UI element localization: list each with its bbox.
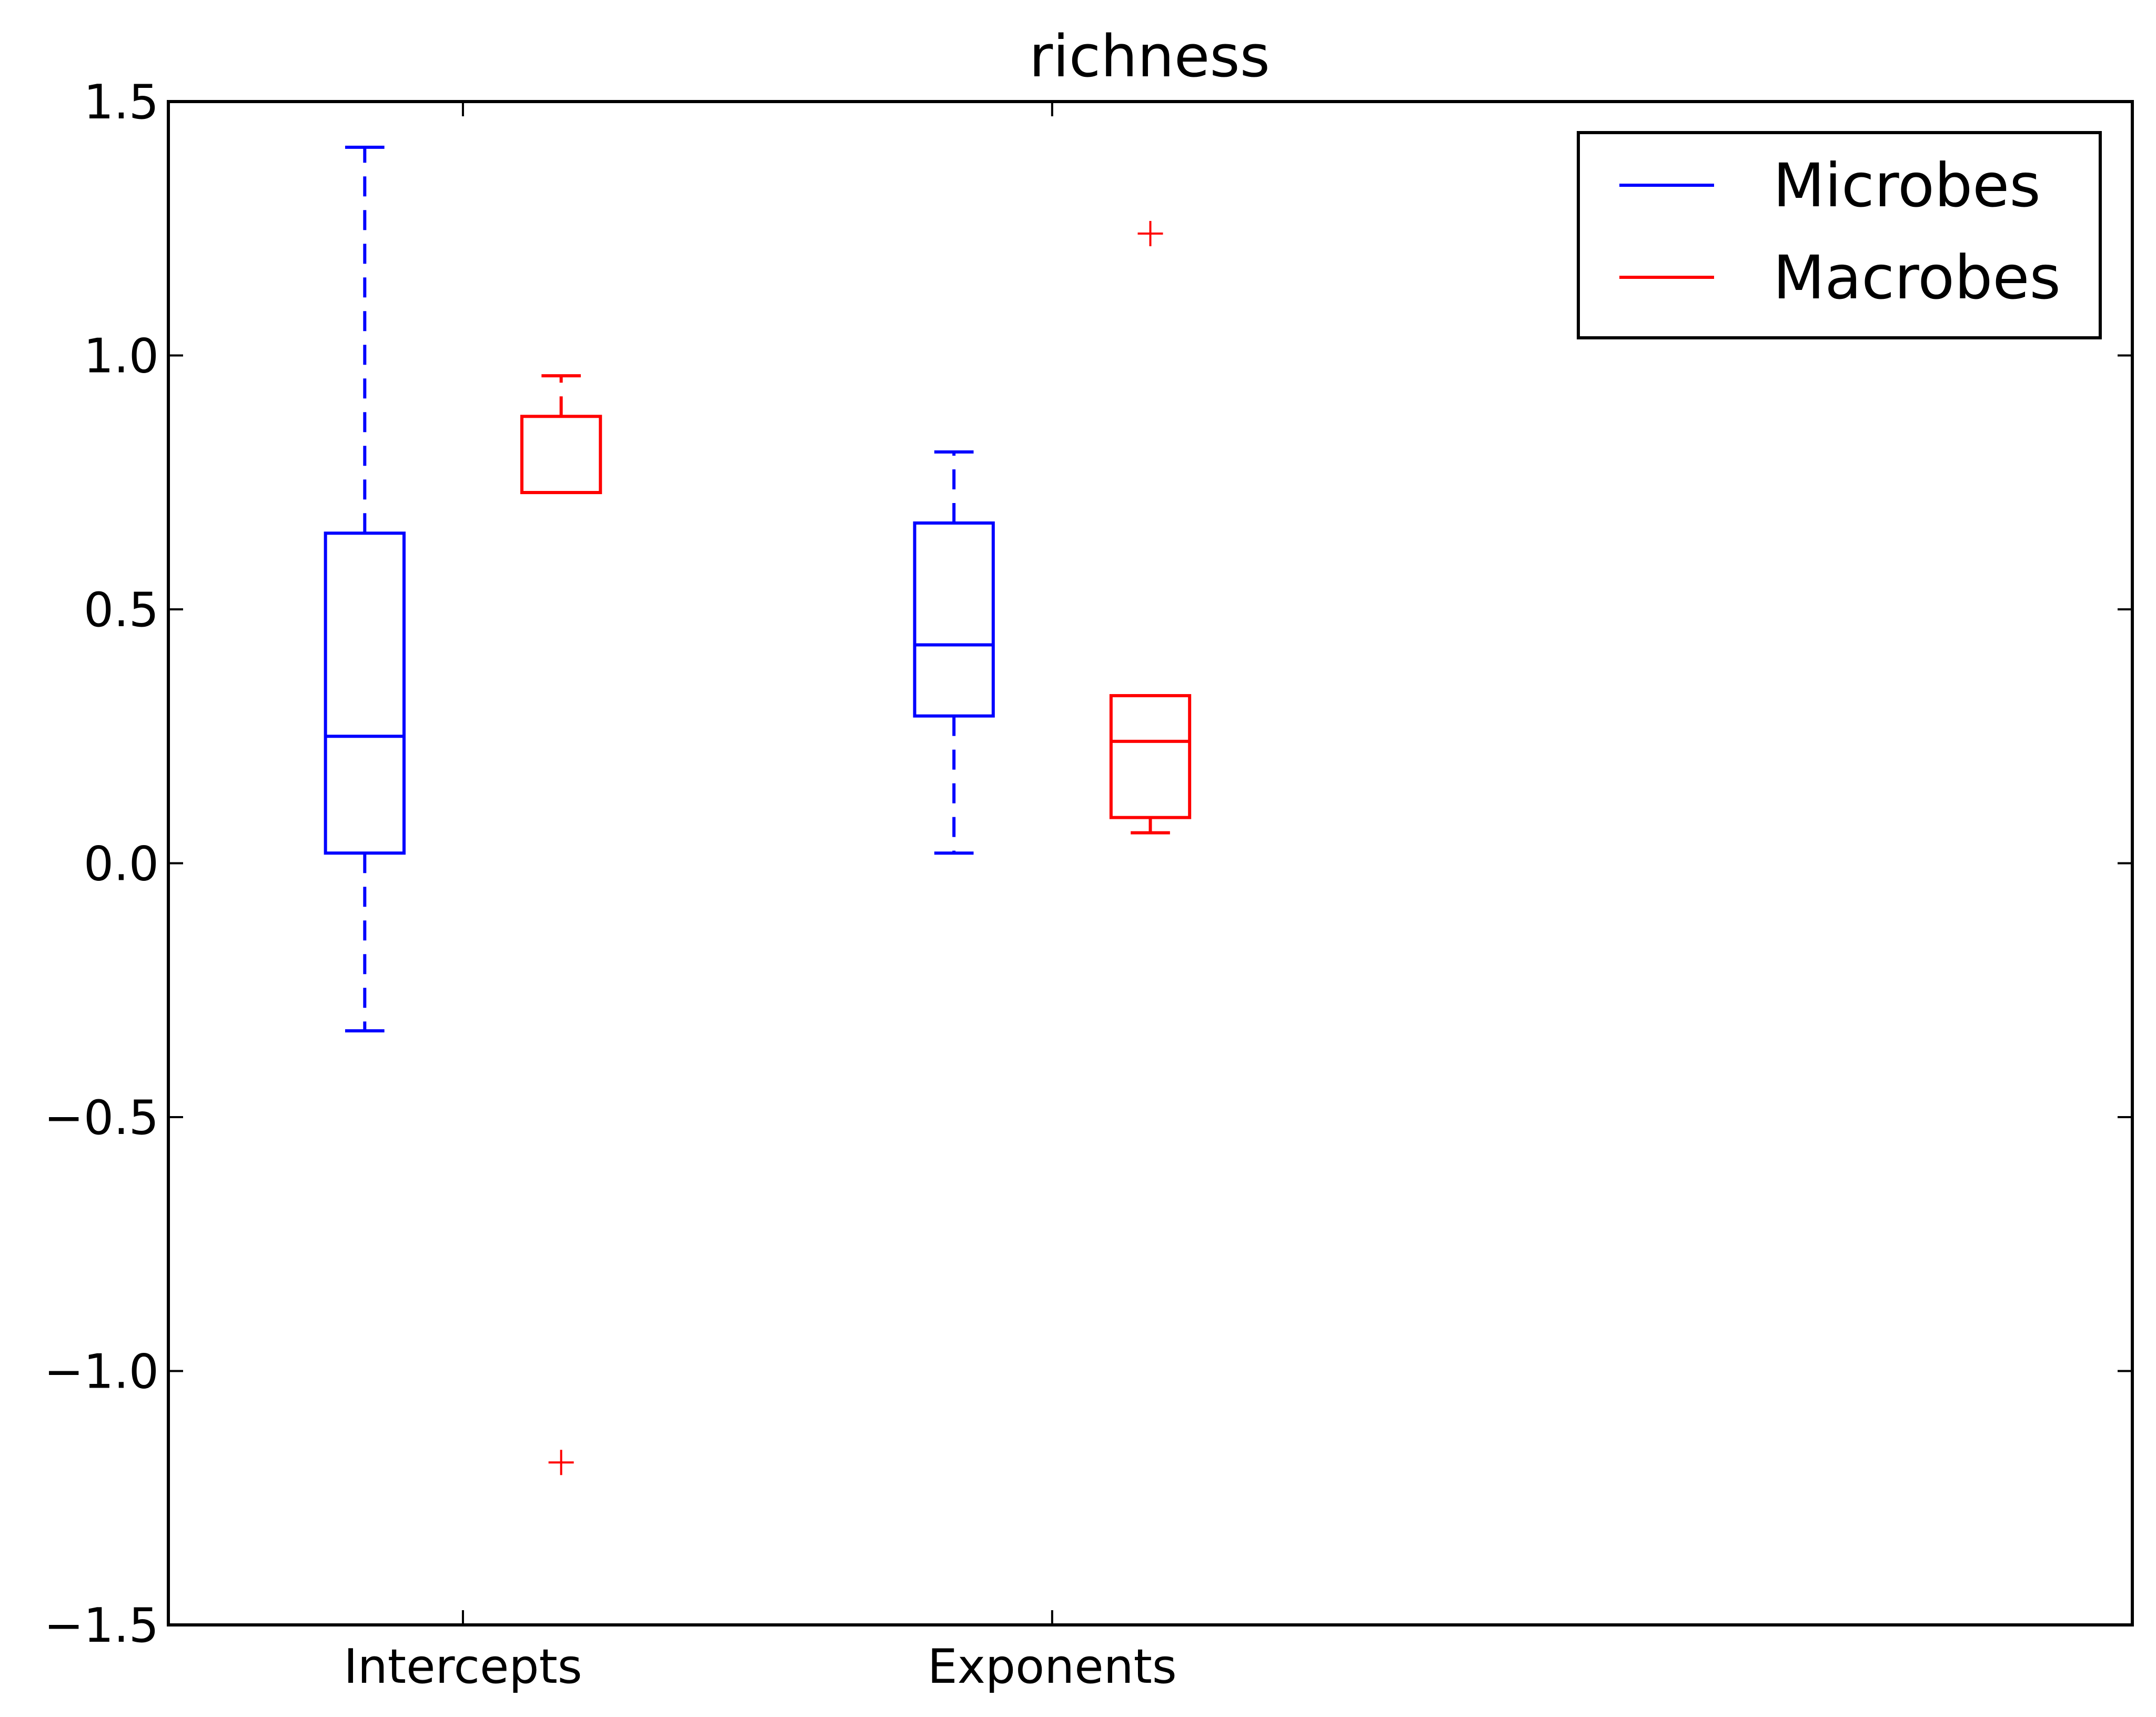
plot-area: −1.5 −1.0 −0.5 0.0 0.5 1.0 1.5 Intercepts Expone…: [44, 75, 2132, 1694]
box-body: [913, 521, 995, 718]
y-tick-label: −1.0: [44, 1344, 159, 1400]
y-tick-label: 0.0: [84, 837, 159, 892]
chart-title: richness: [1029, 23, 1270, 90]
x-tick-label: Intercepts: [344, 1639, 582, 1694]
x-tick-label: Exponents: [928, 1639, 1177, 1694]
plot-frame: [167, 100, 2134, 1626]
box-outlier: [548, 1450, 574, 1475]
y-tick-label: −0.5: [44, 1090, 159, 1146]
legend-label: Macrobes: [1773, 243, 2061, 313]
legend: Microbes Macrobes: [1577, 131, 2102, 339]
box-body: [520, 415, 602, 495]
legend-box: [1577, 131, 2102, 339]
box-body: [324, 531, 406, 855]
y-tick-label: 0.5: [84, 583, 159, 638]
y-tick-label: 1.5: [84, 75, 159, 130]
y-tick-label: −1.5: [44, 1598, 159, 1653]
legend-label: Microbes: [1773, 150, 2041, 220]
y-tick-label: 1.0: [84, 329, 159, 384]
box-body: [1109, 694, 1192, 819]
box-outlier: [1137, 220, 1163, 246]
